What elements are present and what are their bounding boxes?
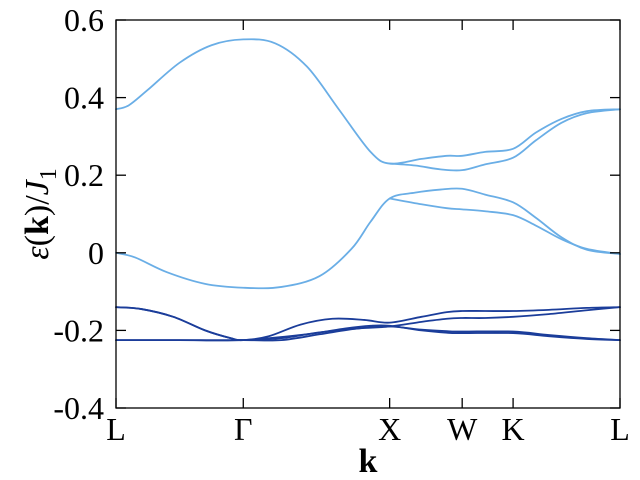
y-label-close: ): [19, 205, 56, 216]
y-axis-label: ε(k)/J1: [19, 168, 62, 260]
x-tick-label: K: [502, 411, 525, 447]
lower-band-line-8: [115, 325, 621, 342]
upper-band-line-3: [115, 187, 621, 290]
upper-band-line-2: [388, 108, 621, 172]
y-label-subscript: 1: [36, 168, 62, 180]
x-axis-label: k: [359, 443, 378, 480]
y-label-j: J: [19, 178, 56, 195]
x-tick-label: W: [447, 411, 478, 447]
plot-frame: [115, 19, 621, 409]
y-tick-label: 0.6: [64, 2, 104, 38]
x-tick-label: L: [106, 411, 126, 447]
x-tick-label: X: [378, 411, 401, 447]
y-axis-ticks: 0.6 0.4 0.2 0 -0.2 -0.4: [53, 2, 620, 426]
upper-band-line-4: [388, 197, 621, 255]
y-tick-label: -0.4: [53, 390, 104, 426]
y-label-open: (: [19, 235, 56, 246]
y-label-k: k: [19, 216, 56, 235]
x-tick-label: L: [610, 411, 630, 447]
y-label-slash: /: [19, 195, 56, 205]
x-tick-label: Γ: [234, 411, 253, 447]
y-tick-label: 0.4: [64, 80, 104, 116]
y-tick-label: -0.2: [53, 312, 104, 348]
bands-layer: [115, 38, 621, 342]
y-tick-label: 0.2: [64, 157, 104, 193]
y-tick-label: 0: [88, 235, 104, 271]
y-label-epsilon: ε: [19, 246, 56, 260]
upper-band-line-1: [115, 38, 621, 165]
